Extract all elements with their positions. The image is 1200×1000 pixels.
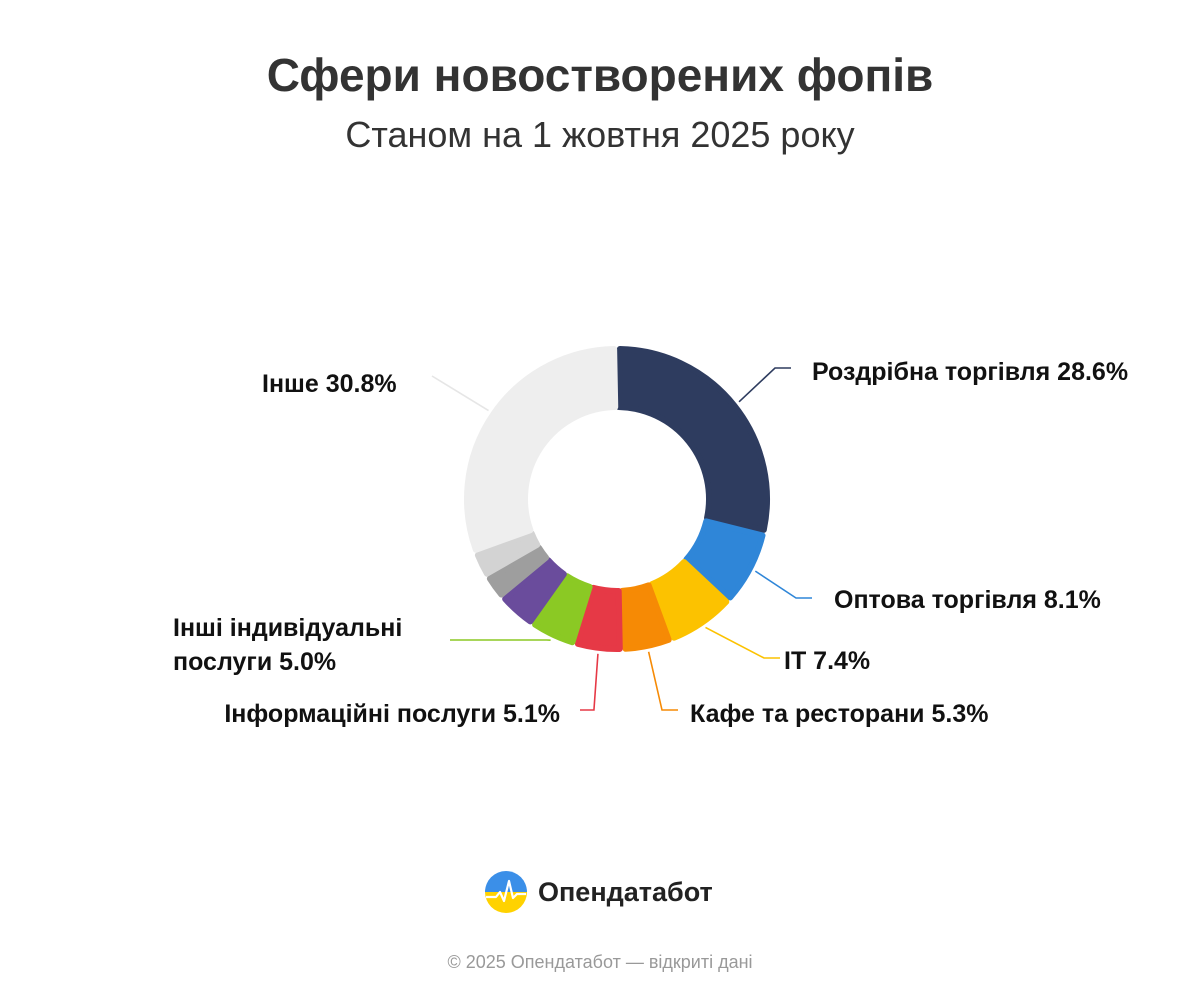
leader-line-інформаційні-послуги: [580, 653, 599, 711]
slice-label-line: послуги 5.0%: [173, 648, 336, 676]
donut-slice-інші-індивідуальні-послуги: [532, 573, 593, 646]
footer-copyright: © 2025 Опендатабот — відкриті дані: [447, 952, 753, 972]
leader-line-оптова-торгівля: [754, 570, 812, 599]
donut-slices: [464, 346, 770, 652]
donut-slice-роздрібна-торгівля: [615, 346, 770, 533]
opendatabot-logo-icon: [485, 871, 527, 913]
chart-title: Сфери новостворених фопів: [266, 49, 934, 101]
donut-slice-unlabeled-8: [474, 530, 541, 577]
slice-labels: Роздрібна торгівля 28.6% Оптова торгівля …: [173, 358, 1128, 728]
leader-lines: [431, 367, 812, 711]
slice-label-інші-індивідуальні-послуги: Інші індивідуальні послуги 5.0%: [173, 614, 402, 676]
brand-name: Опендатабот: [538, 876, 713, 907]
slice-label-it: IT 7.4%: [784, 647, 870, 675]
brand: Опендатабот: [484, 868, 713, 916]
slice-label-оптова-торгівля: Оптова торгівля 8.1%: [834, 586, 1101, 614]
donut-slice-кафе-та-ресторани: [619, 582, 672, 652]
leader-line-інше: [431, 375, 489, 412]
leader-line-роздрібна-торгівля: [738, 367, 791, 403]
donut-slice-unlabeled-7: [486, 544, 550, 598]
donut-slice-unlabeled-6: [502, 557, 567, 625]
slice-label-інше: Інше 30.8%: [262, 370, 397, 398]
slice-label-роздрібна-торгівля: Роздрібна торгівля 28.6%: [812, 358, 1128, 386]
donut-slice-оптова-торгівля: [683, 518, 766, 601]
chart-subtitle: Станом на 1 жовтня 2025 року: [345, 114, 855, 155]
donut-slice-інформаційні-послуги: [574, 584, 623, 652]
leader-line-кафе-та-ресторани: [647, 651, 678, 711]
slice-label-кафе-та-ресторани: Кафе та ресторани 5.3%: [690, 700, 988, 728]
slice-label-line: Інші індивідуальні: [173, 614, 402, 642]
donut-slice-it: [648, 559, 730, 641]
donut-slice-інше: [464, 346, 619, 553]
leader-line-it: [705, 626, 780, 659]
slice-label-інформаційні-послуги: Інформаційні послуги 5.1%: [224, 700, 560, 728]
